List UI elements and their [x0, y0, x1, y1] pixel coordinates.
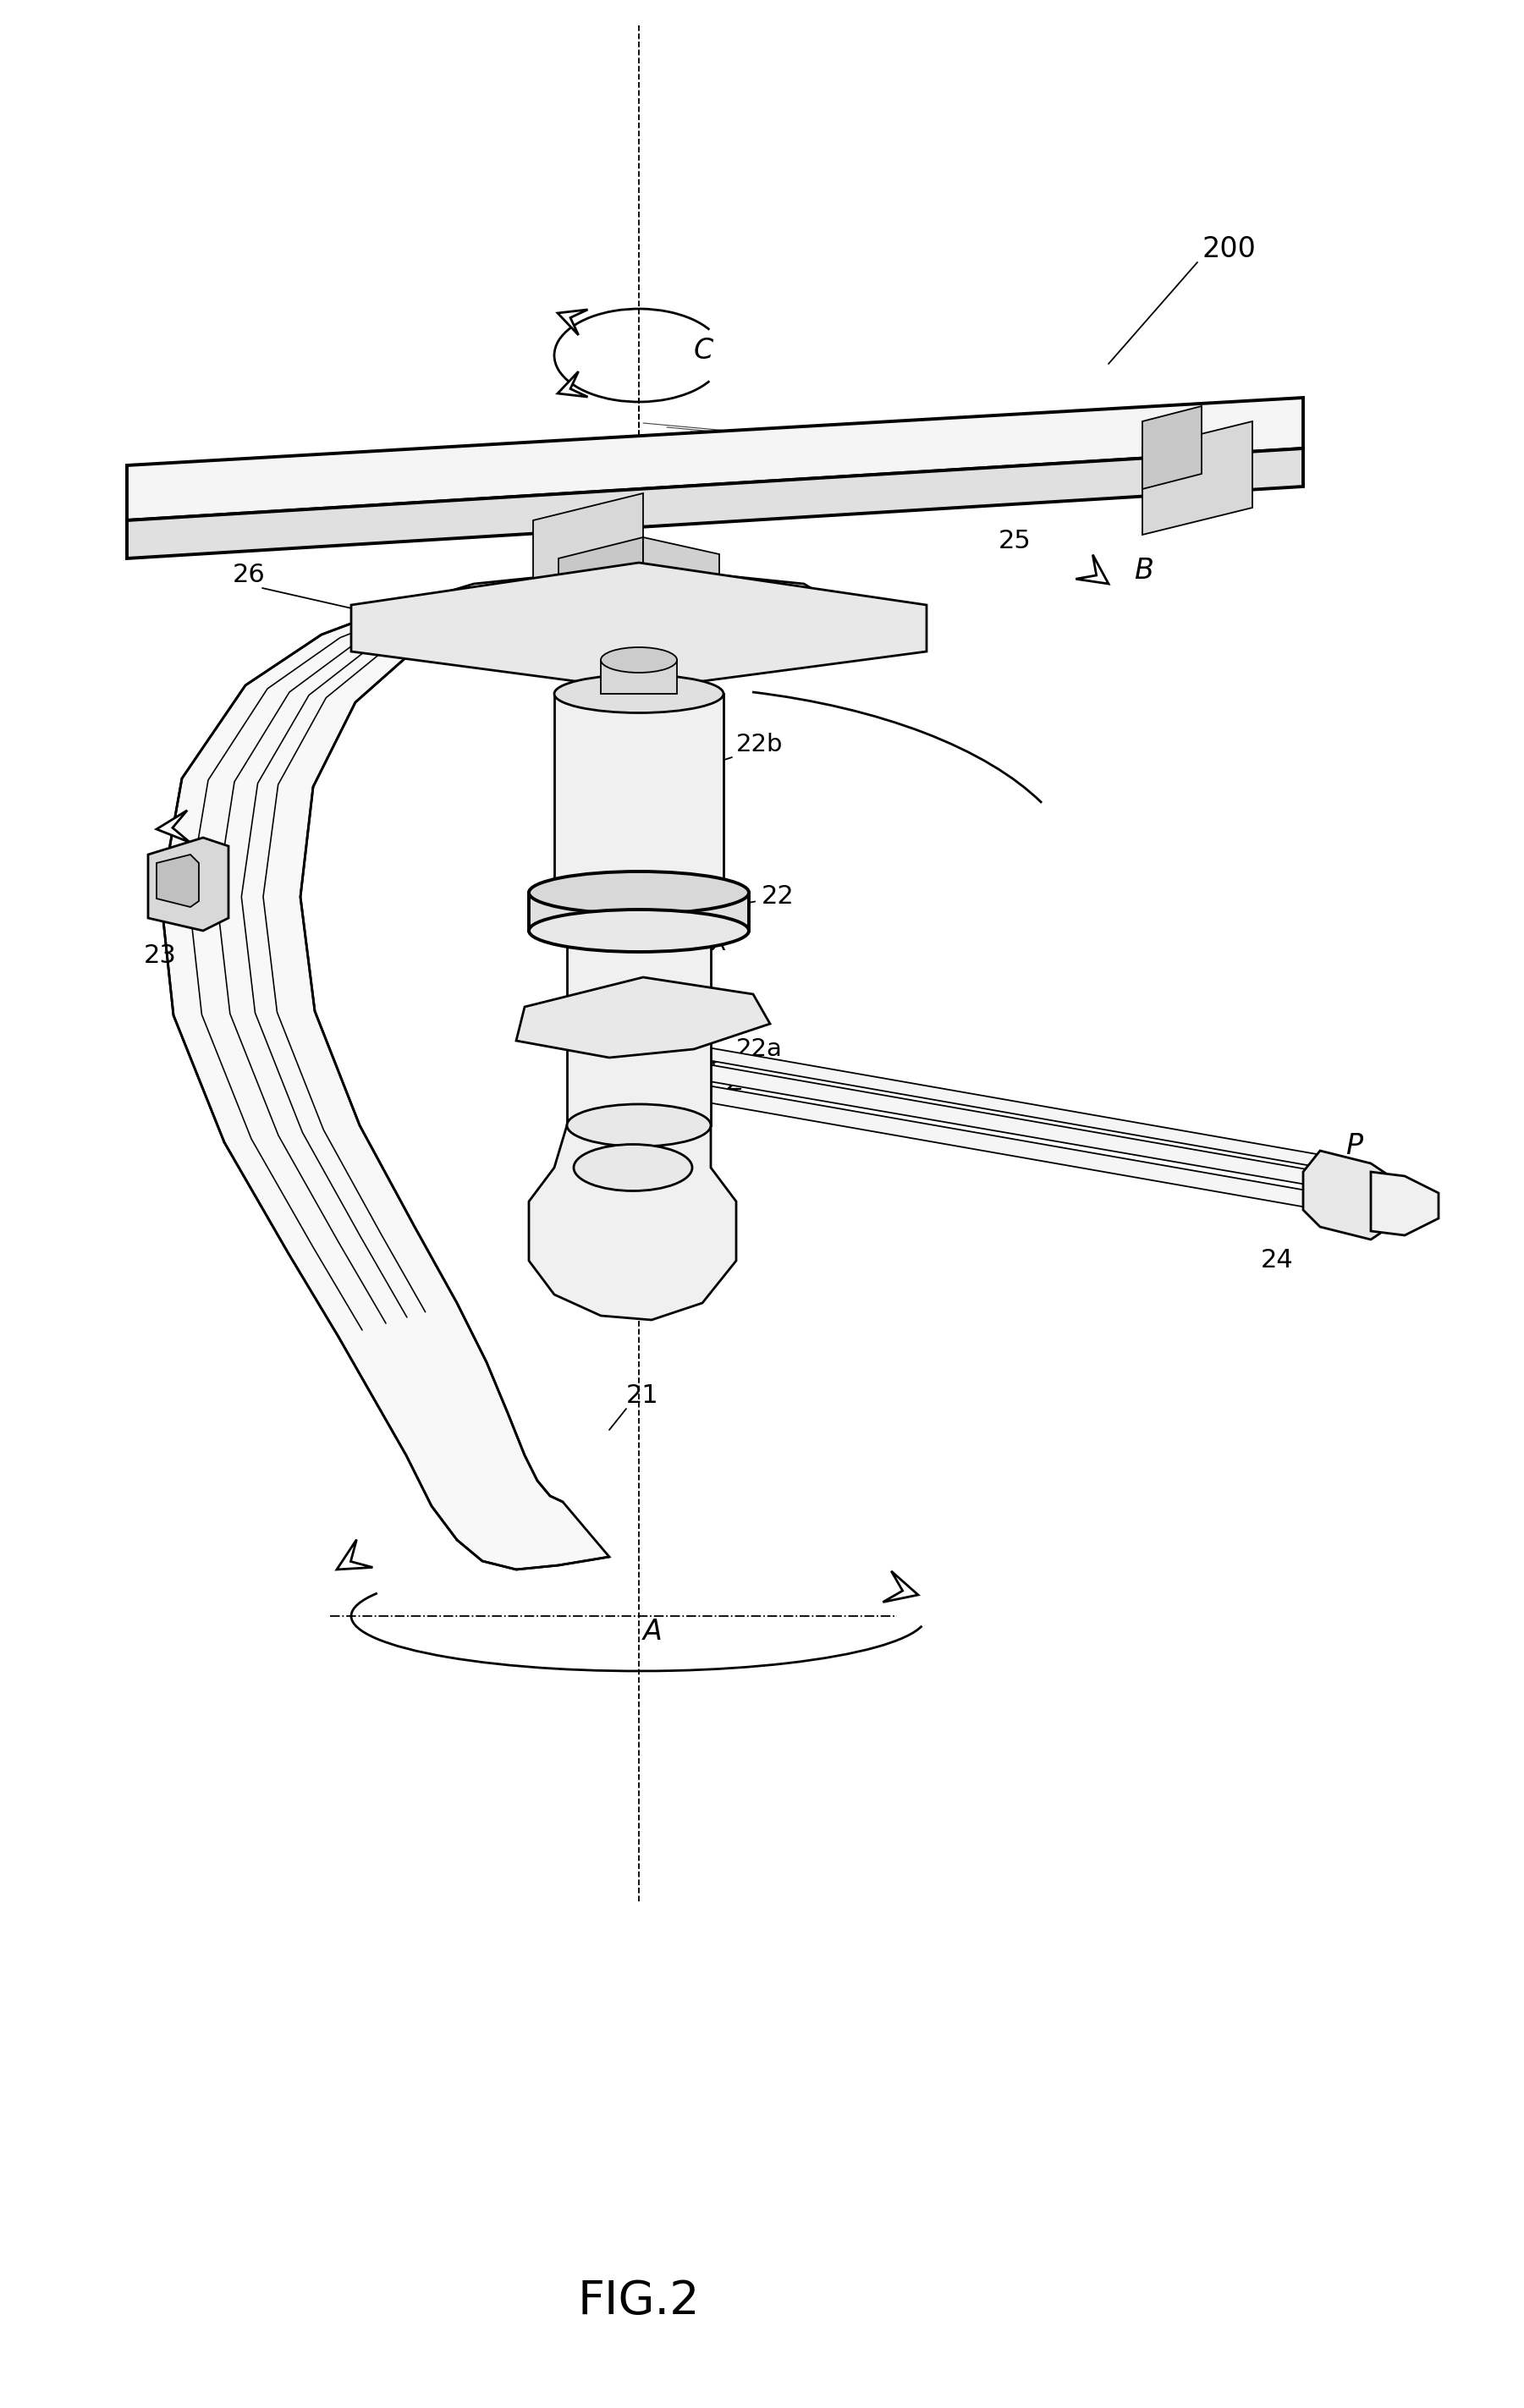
- Polygon shape: [517, 978, 770, 1057]
- Polygon shape: [160, 609, 610, 1570]
- Text: 24: 24: [1260, 1247, 1294, 1274]
- Text: 23: 23: [143, 944, 177, 968]
- Text: B: B: [1134, 556, 1154, 585]
- Ellipse shape: [567, 1105, 710, 1146]
- Text: A: A: [643, 1618, 663, 1645]
- Polygon shape: [148, 838, 229, 932]
- Text: 22b: 22b: [736, 732, 783, 756]
- Polygon shape: [643, 537, 719, 636]
- Text: 200: 200: [1201, 236, 1256, 262]
- Polygon shape: [529, 893, 748, 932]
- Text: Y: Y: [546, 898, 561, 922]
- Text: 22: 22: [762, 884, 794, 910]
- Polygon shape: [596, 1045, 1346, 1192]
- Polygon shape: [558, 537, 643, 638]
- Ellipse shape: [567, 913, 710, 949]
- Polygon shape: [1372, 1173, 1439, 1235]
- Text: P: P: [1346, 1132, 1362, 1161]
- Ellipse shape: [573, 1144, 692, 1192]
- Polygon shape: [596, 1067, 1346, 1214]
- Text: 22a: 22a: [736, 1038, 783, 1062]
- Polygon shape: [555, 694, 724, 896]
- Polygon shape: [351, 563, 927, 689]
- Text: 25: 25: [998, 530, 1032, 554]
- Polygon shape: [157, 811, 190, 843]
- Polygon shape: [126, 448, 1303, 559]
- Polygon shape: [1143, 421, 1253, 535]
- Polygon shape: [1076, 554, 1108, 583]
- Text: C: C: [693, 337, 713, 366]
- Text: Z: Z: [728, 1072, 744, 1096]
- Polygon shape: [337, 1539, 373, 1570]
- Polygon shape: [558, 371, 588, 397]
- Polygon shape: [1143, 407, 1201, 489]
- Polygon shape: [567, 932, 710, 1125]
- Ellipse shape: [529, 910, 748, 951]
- Ellipse shape: [600, 648, 677, 672]
- Polygon shape: [882, 1570, 917, 1601]
- Polygon shape: [558, 311, 588, 335]
- Polygon shape: [126, 397, 1303, 520]
- Text: 26: 26: [233, 563, 265, 588]
- Polygon shape: [596, 1028, 1346, 1173]
- Text: X: X: [710, 932, 727, 956]
- Polygon shape: [529, 1125, 736, 1320]
- Polygon shape: [157, 855, 198, 908]
- Ellipse shape: [529, 872, 748, 913]
- Ellipse shape: [555, 674, 724, 713]
- Ellipse shape: [555, 879, 724, 915]
- Text: 21: 21: [626, 1385, 658, 1409]
- Polygon shape: [600, 660, 677, 694]
- Polygon shape: [533, 494, 643, 602]
- Text: FIG.2: FIG.2: [578, 2278, 700, 2324]
- Polygon shape: [1303, 1151, 1396, 1240]
